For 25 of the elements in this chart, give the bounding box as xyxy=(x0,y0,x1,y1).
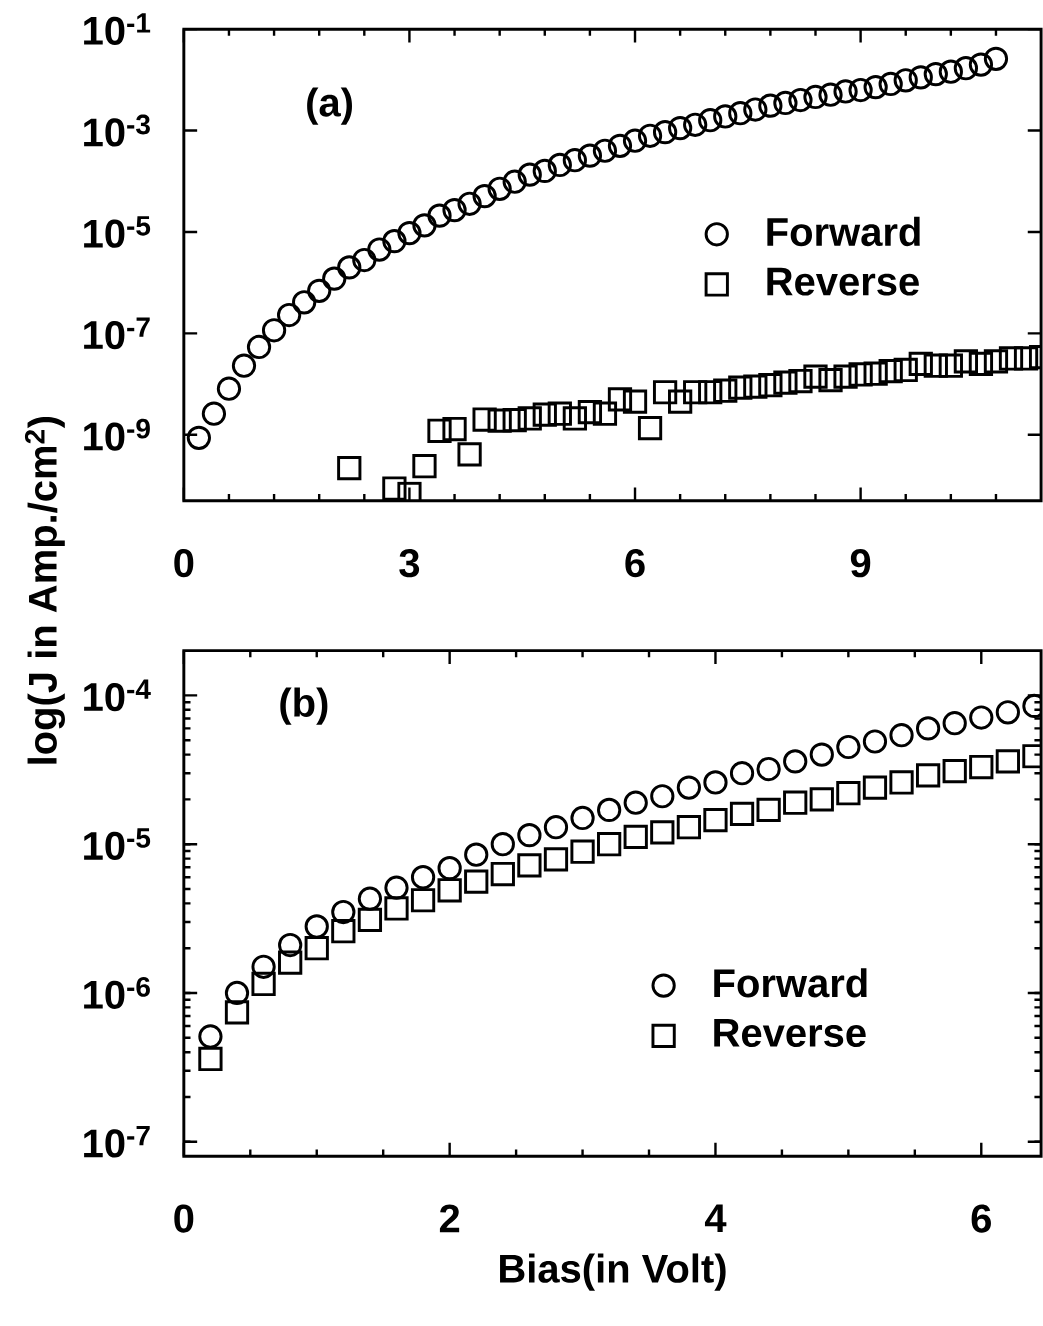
x-tick-label: 0 xyxy=(174,1204,194,1233)
x-tick-label: 6 xyxy=(971,1204,991,1233)
legend-label: Forward xyxy=(767,216,920,247)
x-tick-label: 4 xyxy=(704,1204,727,1232)
y-axis-title: log(J in Amp./cm$^{2}$) xyxy=(24,416,65,764)
x-tick-label: 2 xyxy=(439,1204,460,1233)
y-tick-label: 10$^{-7}$ xyxy=(84,1125,150,1158)
y-tick-label: 10$^{-4}$ xyxy=(84,679,151,712)
x-tick-label: 0 xyxy=(174,548,194,578)
x-axis-title: Bias(in Volt) xyxy=(500,1253,726,1291)
legend-label: Reverse xyxy=(767,267,919,296)
y-tick-label: 10$^{-9}$ xyxy=(84,418,150,451)
annotation: (b) xyxy=(280,687,328,725)
y-tick-label: 10$^{-5}$ xyxy=(84,828,151,861)
legend-label: Reverse xyxy=(714,1019,866,1047)
y-tick-label: 10$^{-5}$ xyxy=(84,216,151,248)
x-tick-label: 6 xyxy=(625,548,645,578)
y-tick-label: 10$^{-6}$ xyxy=(84,976,150,1009)
x-tick-label: 9 xyxy=(850,548,871,578)
y-tick-label: 10$^{-3}$ xyxy=(84,114,150,147)
x-tick-label: 3 xyxy=(399,548,420,578)
y-tick-label: 10$^{-7}$ xyxy=(84,317,150,350)
y-tick-label: 10$^{-1}$ xyxy=(84,13,151,46)
legend-label: Forward xyxy=(714,968,867,998)
annotation: (a) xyxy=(307,87,352,125)
